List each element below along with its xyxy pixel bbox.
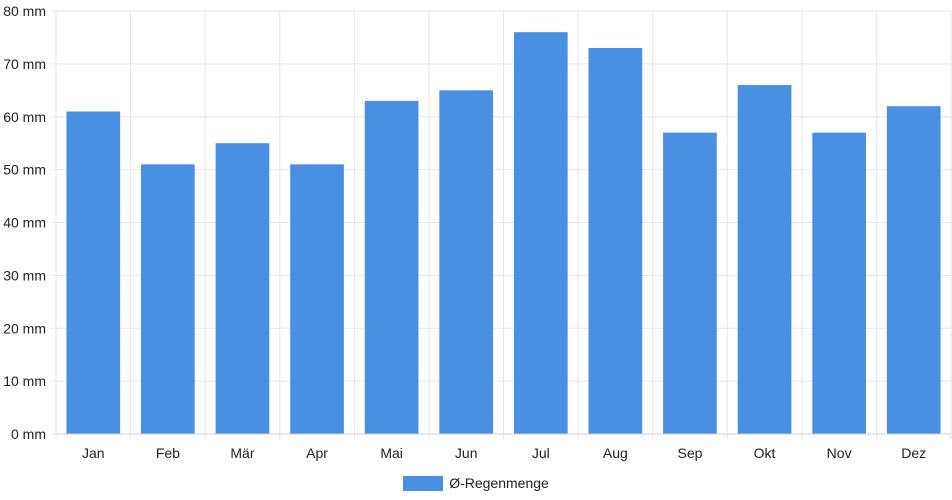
x-tick-labels: Jan Feb Mär Apr Mai Jun Jul Aug Sep Okt Nov Dez — [82, 445, 926, 461]
x-tick-label: Sep — [677, 445, 702, 461]
legend-swatch — [403, 475, 444, 491]
y-tick-label: 60 mm — [3, 109, 46, 125]
y-tick-label: 20 mm — [3, 320, 46, 336]
x-tick-label: Nov — [827, 445, 852, 461]
bars — [66, 32, 941, 435]
bar[interactable] — [812, 132, 866, 435]
bar[interactable] — [588, 48, 643, 434]
x-tick-label: Dez — [901, 445, 926, 461]
x-tick-label: Jan — [82, 445, 105, 461]
bar[interactable] — [439, 90, 494, 434]
y-tick-label: 40 mm — [3, 215, 46, 231]
x-tick-label: Okt — [754, 445, 776, 461]
y-tick-label: 50 mm — [3, 162, 46, 178]
bar[interactable] — [364, 100, 419, 434]
x-tick-label: Jul — [532, 445, 550, 461]
x-tick-label: Jun — [455, 445, 478, 461]
x-tick-label: Aug — [603, 445, 628, 461]
bar[interactable] — [290, 164, 344, 434]
x-tick-label: Mär — [230, 445, 254, 461]
legend-label: Ø-Regenmenge — [449, 475, 549, 491]
y-tick-label: 0 mm — [11, 426, 46, 442]
y-tick-label: 10 mm — [3, 373, 46, 389]
bar[interactable] — [215, 143, 270, 434]
bar[interactable] — [737, 85, 792, 435]
bar[interactable] — [513, 32, 568, 435]
x-tick-label: Mai — [380, 445, 403, 461]
grid-lines — [51, 10, 952, 439]
y-tick-label: 80 mm — [3, 3, 46, 19]
bar[interactable] — [663, 132, 717, 435]
y-tick-labels: 0 mm 10 mm 20 mm 30 mm 40 mm 50 mm 60 mm 70 mm 8… — [3, 3, 46, 442]
bar-chart: 0 mm 10 mm 20 mm 30 mm 40 mm 50 mm 60 mm 70 mm 8… — [3, 3, 952, 461]
bar[interactable] — [141, 164, 195, 434]
y-tick-label: 30 mm — [3, 267, 46, 283]
legend: Ø-Regenmenge — [0, 473, 952, 493]
x-tick-label: Apr — [306, 445, 328, 461]
legend-item[interactable]: Ø-Regenmenge — [403, 475, 549, 491]
y-tick-label: 70 mm — [3, 56, 46, 72]
bar[interactable] — [66, 111, 121, 435]
bar[interactable] — [886, 106, 941, 435]
x-tick-label: Feb — [156, 445, 180, 461]
